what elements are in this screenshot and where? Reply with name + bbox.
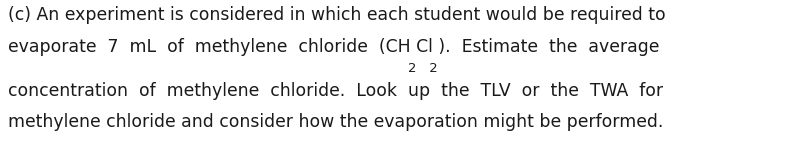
Text: methylene chloride and consider how the evaporation might be performed.: methylene chloride and consider how the … bbox=[8, 113, 662, 131]
Text: 2   2: 2 2 bbox=[407, 62, 437, 75]
Text: evaporate  7  mL  of  methylene  chloride  (CH Cl ).  Estimate  the  average: evaporate 7 mL of methylene chloride (CH… bbox=[8, 38, 658, 56]
Text: concentration  of  methylene  chloride.  Look  up  the  TLV  or  the  TWA  for: concentration of methylene chloride. Loo… bbox=[8, 82, 662, 100]
Text: (c) An experiment is considered in which each student would be required to: (c) An experiment is considered in which… bbox=[8, 6, 665, 24]
